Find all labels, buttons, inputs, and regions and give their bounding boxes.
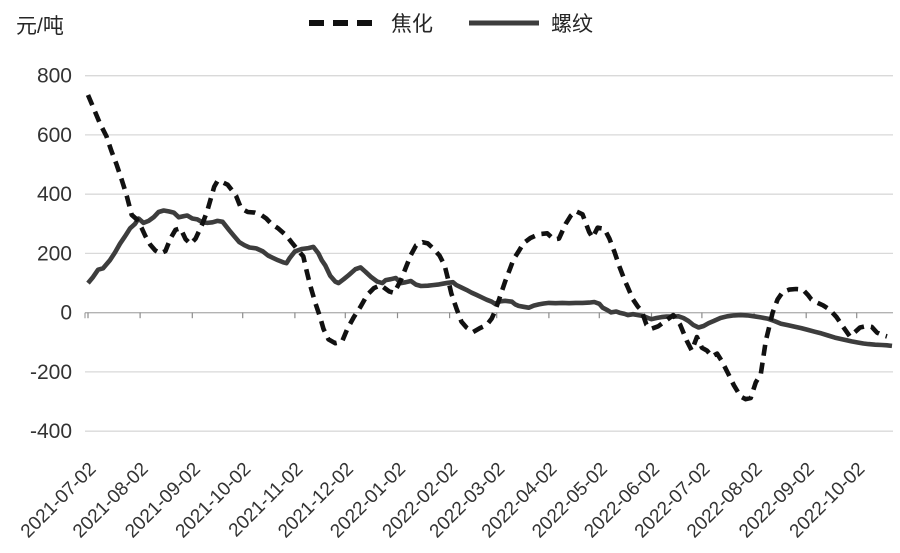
y-tick-label: 400 [37, 183, 72, 206]
y-tick-label: 0 [60, 302, 72, 325]
y-tick-label: 600 [37, 124, 72, 147]
dashed-line-swatch [309, 20, 379, 26]
series-line-solid [86, 208, 893, 349]
y-tick-label: -200 [30, 361, 72, 384]
solid-line-swatch [469, 20, 539, 26]
y-tick-label: 200 [37, 242, 72, 265]
legend-item-luowen: 螺纹 [467, 8, 593, 38]
chart-legend: 焦化 螺纹 [0, 8, 900, 38]
y-axis-unit-label: 元/吨 [16, 15, 64, 38]
y-tick-label: -400 [30, 420, 72, 443]
legend-item-jiaohua: 焦化 [307, 8, 433, 38]
series-line-dashed [85, 94, 888, 402]
y-tick-label: 800 [37, 65, 72, 88]
legend-label-luowen: 螺纹 [551, 13, 593, 36]
legend-label-jiaohua: 焦化 [391, 13, 433, 36]
